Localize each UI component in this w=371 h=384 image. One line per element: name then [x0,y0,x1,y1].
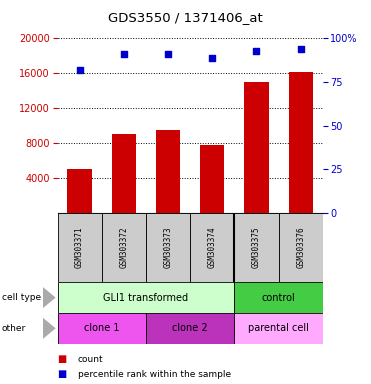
Point [253,48,259,54]
Text: percentile rank within the sample: percentile rank within the sample [78,370,231,379]
Bar [200,145,224,213]
Text: GSM303372: GSM303372 [119,227,128,268]
Bar [102,213,146,282]
Bar [146,313,234,344]
Text: ■: ■ [58,354,67,364]
Text: GSM303371: GSM303371 [75,227,84,268]
Bar [156,130,180,213]
Text: count: count [78,354,104,364]
Point [298,46,303,52]
Bar [58,282,234,313]
Bar [289,71,313,213]
Text: GDS3550 / 1371406_at: GDS3550 / 1371406_at [108,11,263,24]
Point [165,51,171,57]
Text: other: other [2,324,26,333]
Text: parental cell: parental cell [248,323,309,333]
Text: GSM303374: GSM303374 [208,227,217,268]
Point [77,67,83,73]
Bar [279,213,323,282]
Polygon shape [43,318,56,339]
Text: GLI1 transformed: GLI1 transformed [104,293,188,303]
Bar [58,213,102,282]
Bar [190,213,234,282]
Bar [234,313,323,344]
Text: GSM303375: GSM303375 [252,227,261,268]
Point [209,55,215,61]
Polygon shape [43,287,56,308]
Bar [112,134,136,213]
Text: GSM303376: GSM303376 [296,227,305,268]
Text: ■: ■ [58,369,67,379]
Text: control: control [262,293,295,303]
Text: GSM303373: GSM303373 [164,227,173,268]
Bar [244,82,269,213]
Bar [68,169,92,213]
Bar [234,213,279,282]
Text: cell type: cell type [2,293,41,302]
Point [121,51,127,57]
Bar [58,313,146,344]
Text: clone 2: clone 2 [172,323,208,333]
Bar [146,213,190,282]
Bar [234,282,323,313]
Text: clone 1: clone 1 [84,323,119,333]
